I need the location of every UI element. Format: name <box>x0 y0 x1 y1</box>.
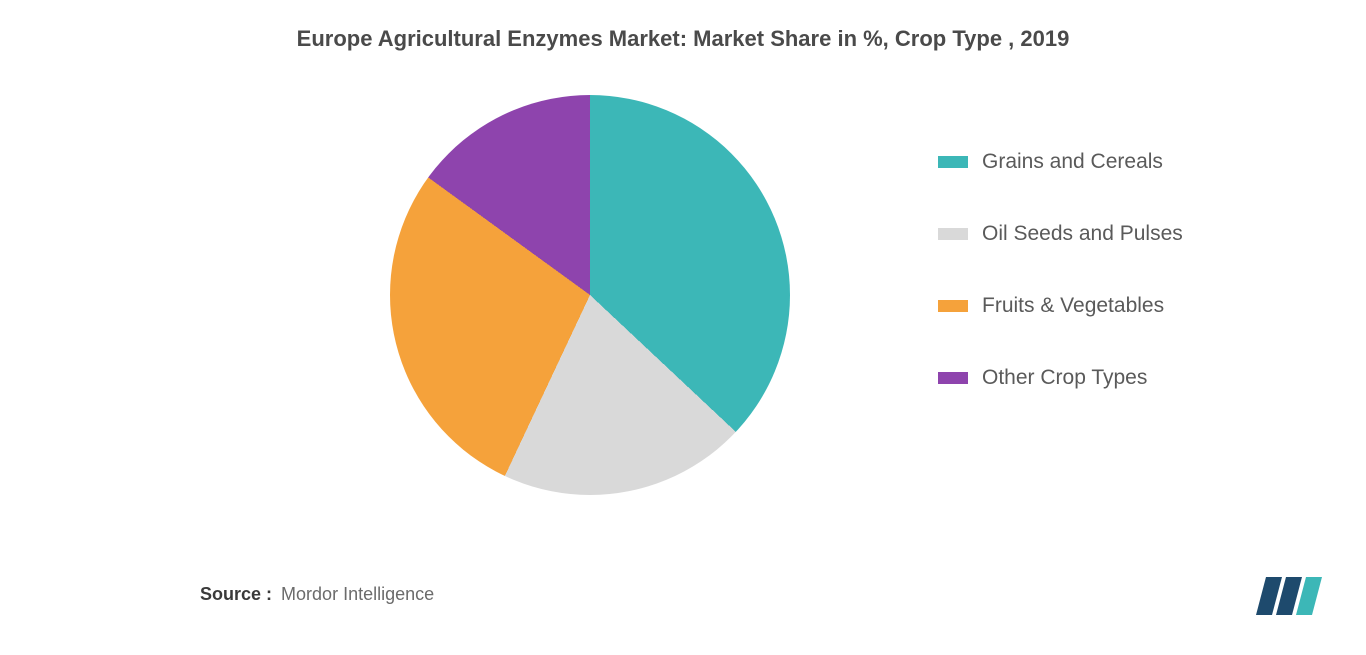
legend-item: Other Crop Types <box>938 366 1183 390</box>
legend-item: Oil Seeds and Pulses <box>938 222 1183 246</box>
legend-swatch <box>938 228 968 240</box>
legend: Grains and Cereals Oil Seeds and Pulses Fr… <box>938 150 1183 390</box>
chart-canvas: Europe Agricultural Enzymes Market: Mark… <box>0 0 1366 655</box>
pie-graphic <box>390 95 790 495</box>
legend-swatch <box>938 300 968 312</box>
legend-label: Grains and Cereals <box>982 150 1163 174</box>
source-line: Source : Mordor Intelligence <box>200 584 434 605</box>
source-label: Source : <box>200 584 272 604</box>
brand-logo <box>1256 575 1326 619</box>
pie-chart <box>390 95 790 495</box>
legend-label: Oil Seeds and Pulses <box>982 222 1183 246</box>
legend-swatch <box>938 372 968 384</box>
source-value: Mordor Intelligence <box>281 584 434 604</box>
legend-label: Fruits & Vegetables <box>982 294 1164 318</box>
legend-item: Grains and Cereals <box>938 150 1183 174</box>
legend-label: Other Crop Types <box>982 366 1147 390</box>
legend-item: Fruits & Vegetables <box>938 294 1183 318</box>
legend-swatch <box>938 156 968 168</box>
chart-title: Europe Agricultural Enzymes Market: Mark… <box>0 26 1366 52</box>
